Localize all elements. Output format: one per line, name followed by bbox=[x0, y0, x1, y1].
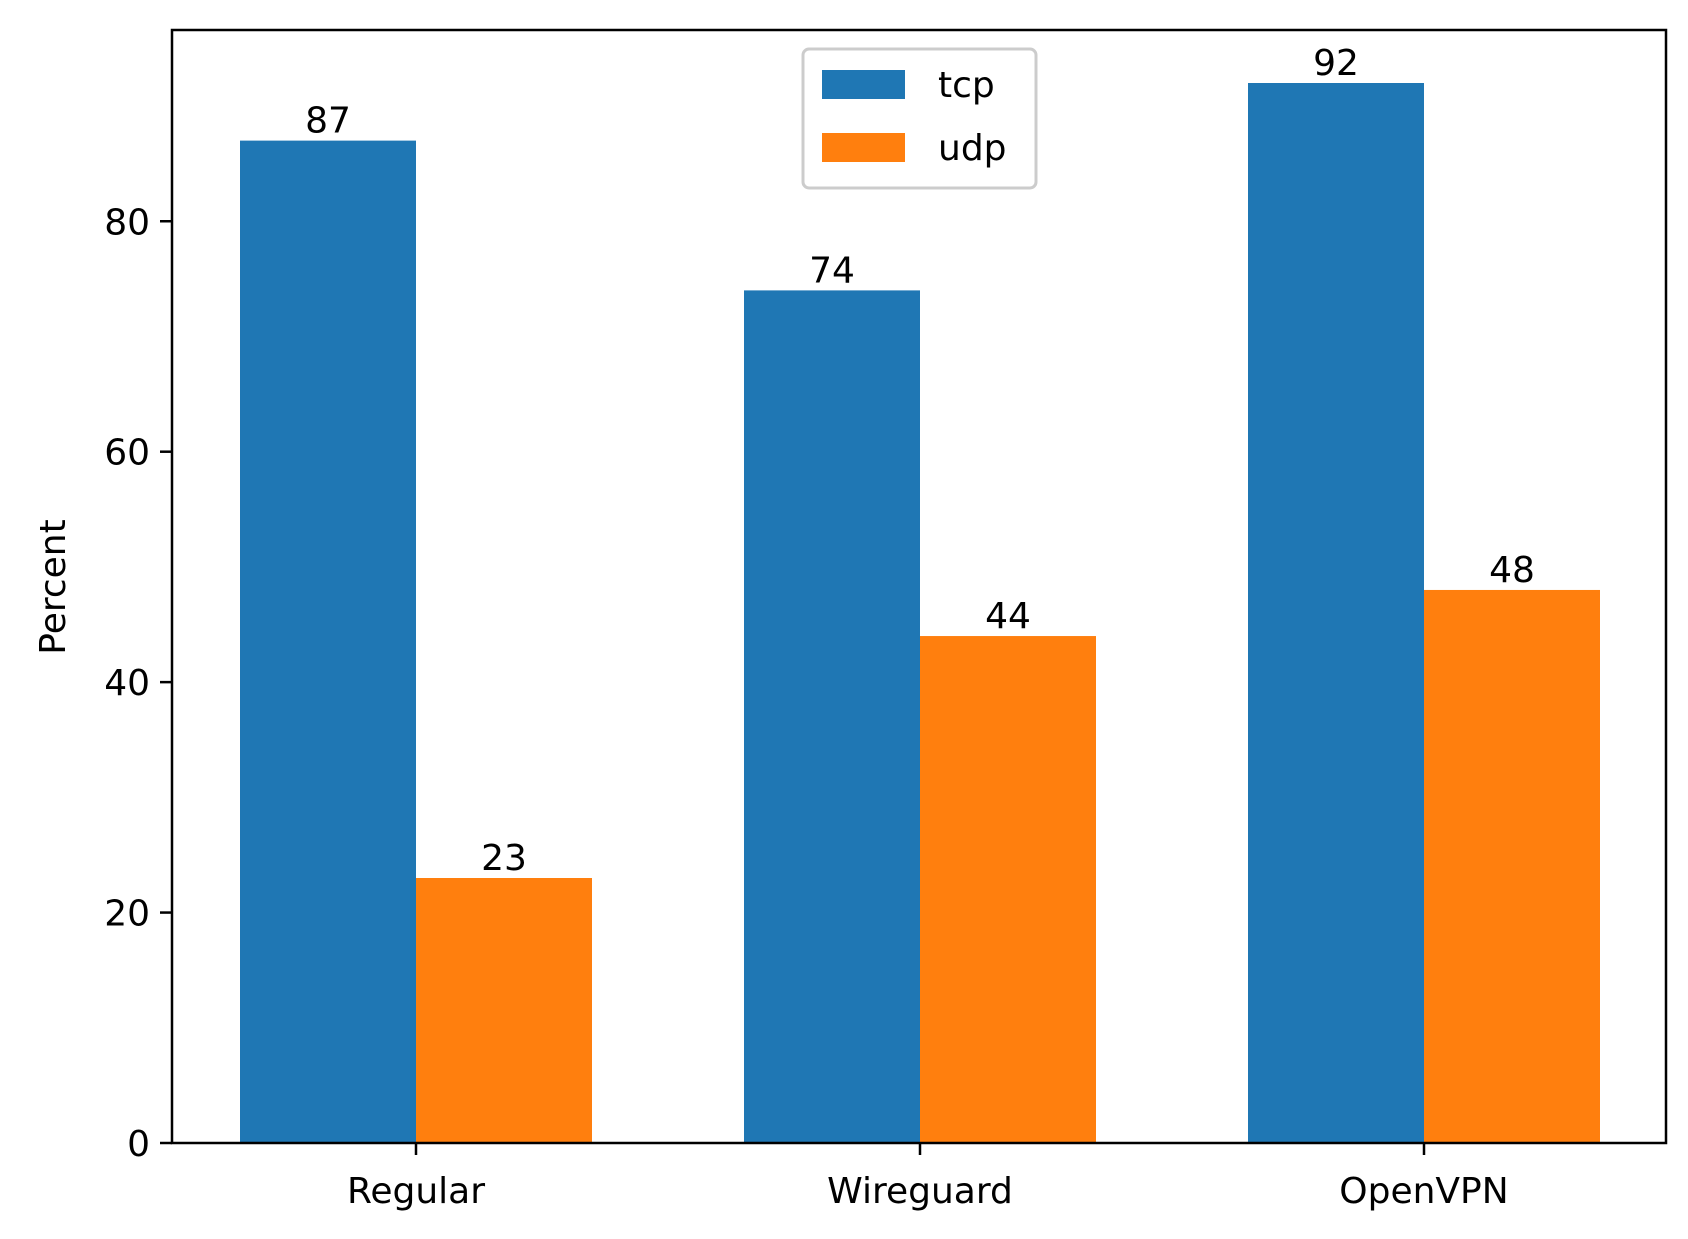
bars-layer bbox=[240, 83, 1600, 1143]
data-label-tcp-openvpn: 92 bbox=[1313, 43, 1359, 84]
y-tick-label-40: 40 bbox=[104, 663, 150, 704]
data-label-udp-openvpn: 48 bbox=[1489, 550, 1535, 591]
y-tick-label-20: 20 bbox=[104, 894, 150, 935]
legend-swatch-tcp bbox=[822, 70, 905, 99]
legend-swatch-udp bbox=[822, 133, 905, 162]
legend-label-udp: udp bbox=[938, 128, 1007, 169]
y-axis-label: Percent bbox=[33, 519, 74, 654]
bar-tcp-wireguard bbox=[744, 290, 920, 1143]
legend-label-tcp: tcp bbox=[938, 65, 995, 106]
legend: tcp udp bbox=[801, 47, 1038, 190]
data-label-tcp-regular: 87 bbox=[305, 101, 351, 142]
y-tick-label-0: 0 bbox=[127, 1124, 150, 1165]
bar-tcp-regular bbox=[240, 140, 416, 1143]
bar-tcp-openvpn bbox=[1248, 83, 1424, 1143]
data-label-tcp-wireguard: 74 bbox=[809, 250, 855, 291]
data-label-udp-wireguard: 44 bbox=[985, 596, 1031, 637]
data-label-udp-regular: 23 bbox=[481, 838, 527, 879]
y-tick-label-80: 80 bbox=[104, 202, 150, 243]
value-labels-layer: 87 23 74 44 92 48 bbox=[305, 43, 1535, 879]
y-axis: 0 20 40 60 80 bbox=[104, 202, 172, 1165]
bar-udp-wireguard bbox=[920, 636, 1096, 1143]
x-tick-label-regular: Regular bbox=[347, 1171, 485, 1212]
x-tick-label-wireguard: Wireguard bbox=[827, 1171, 1013, 1212]
y-tick-label-60: 60 bbox=[104, 433, 150, 474]
bar-udp-regular bbox=[416, 878, 592, 1143]
bar-udp-openvpn bbox=[1424, 589, 1600, 1143]
x-tick-label-openvpn: OpenVPN bbox=[1339, 1171, 1508, 1212]
x-axis: Regular Wireguard OpenVPN bbox=[347, 1143, 1509, 1212]
